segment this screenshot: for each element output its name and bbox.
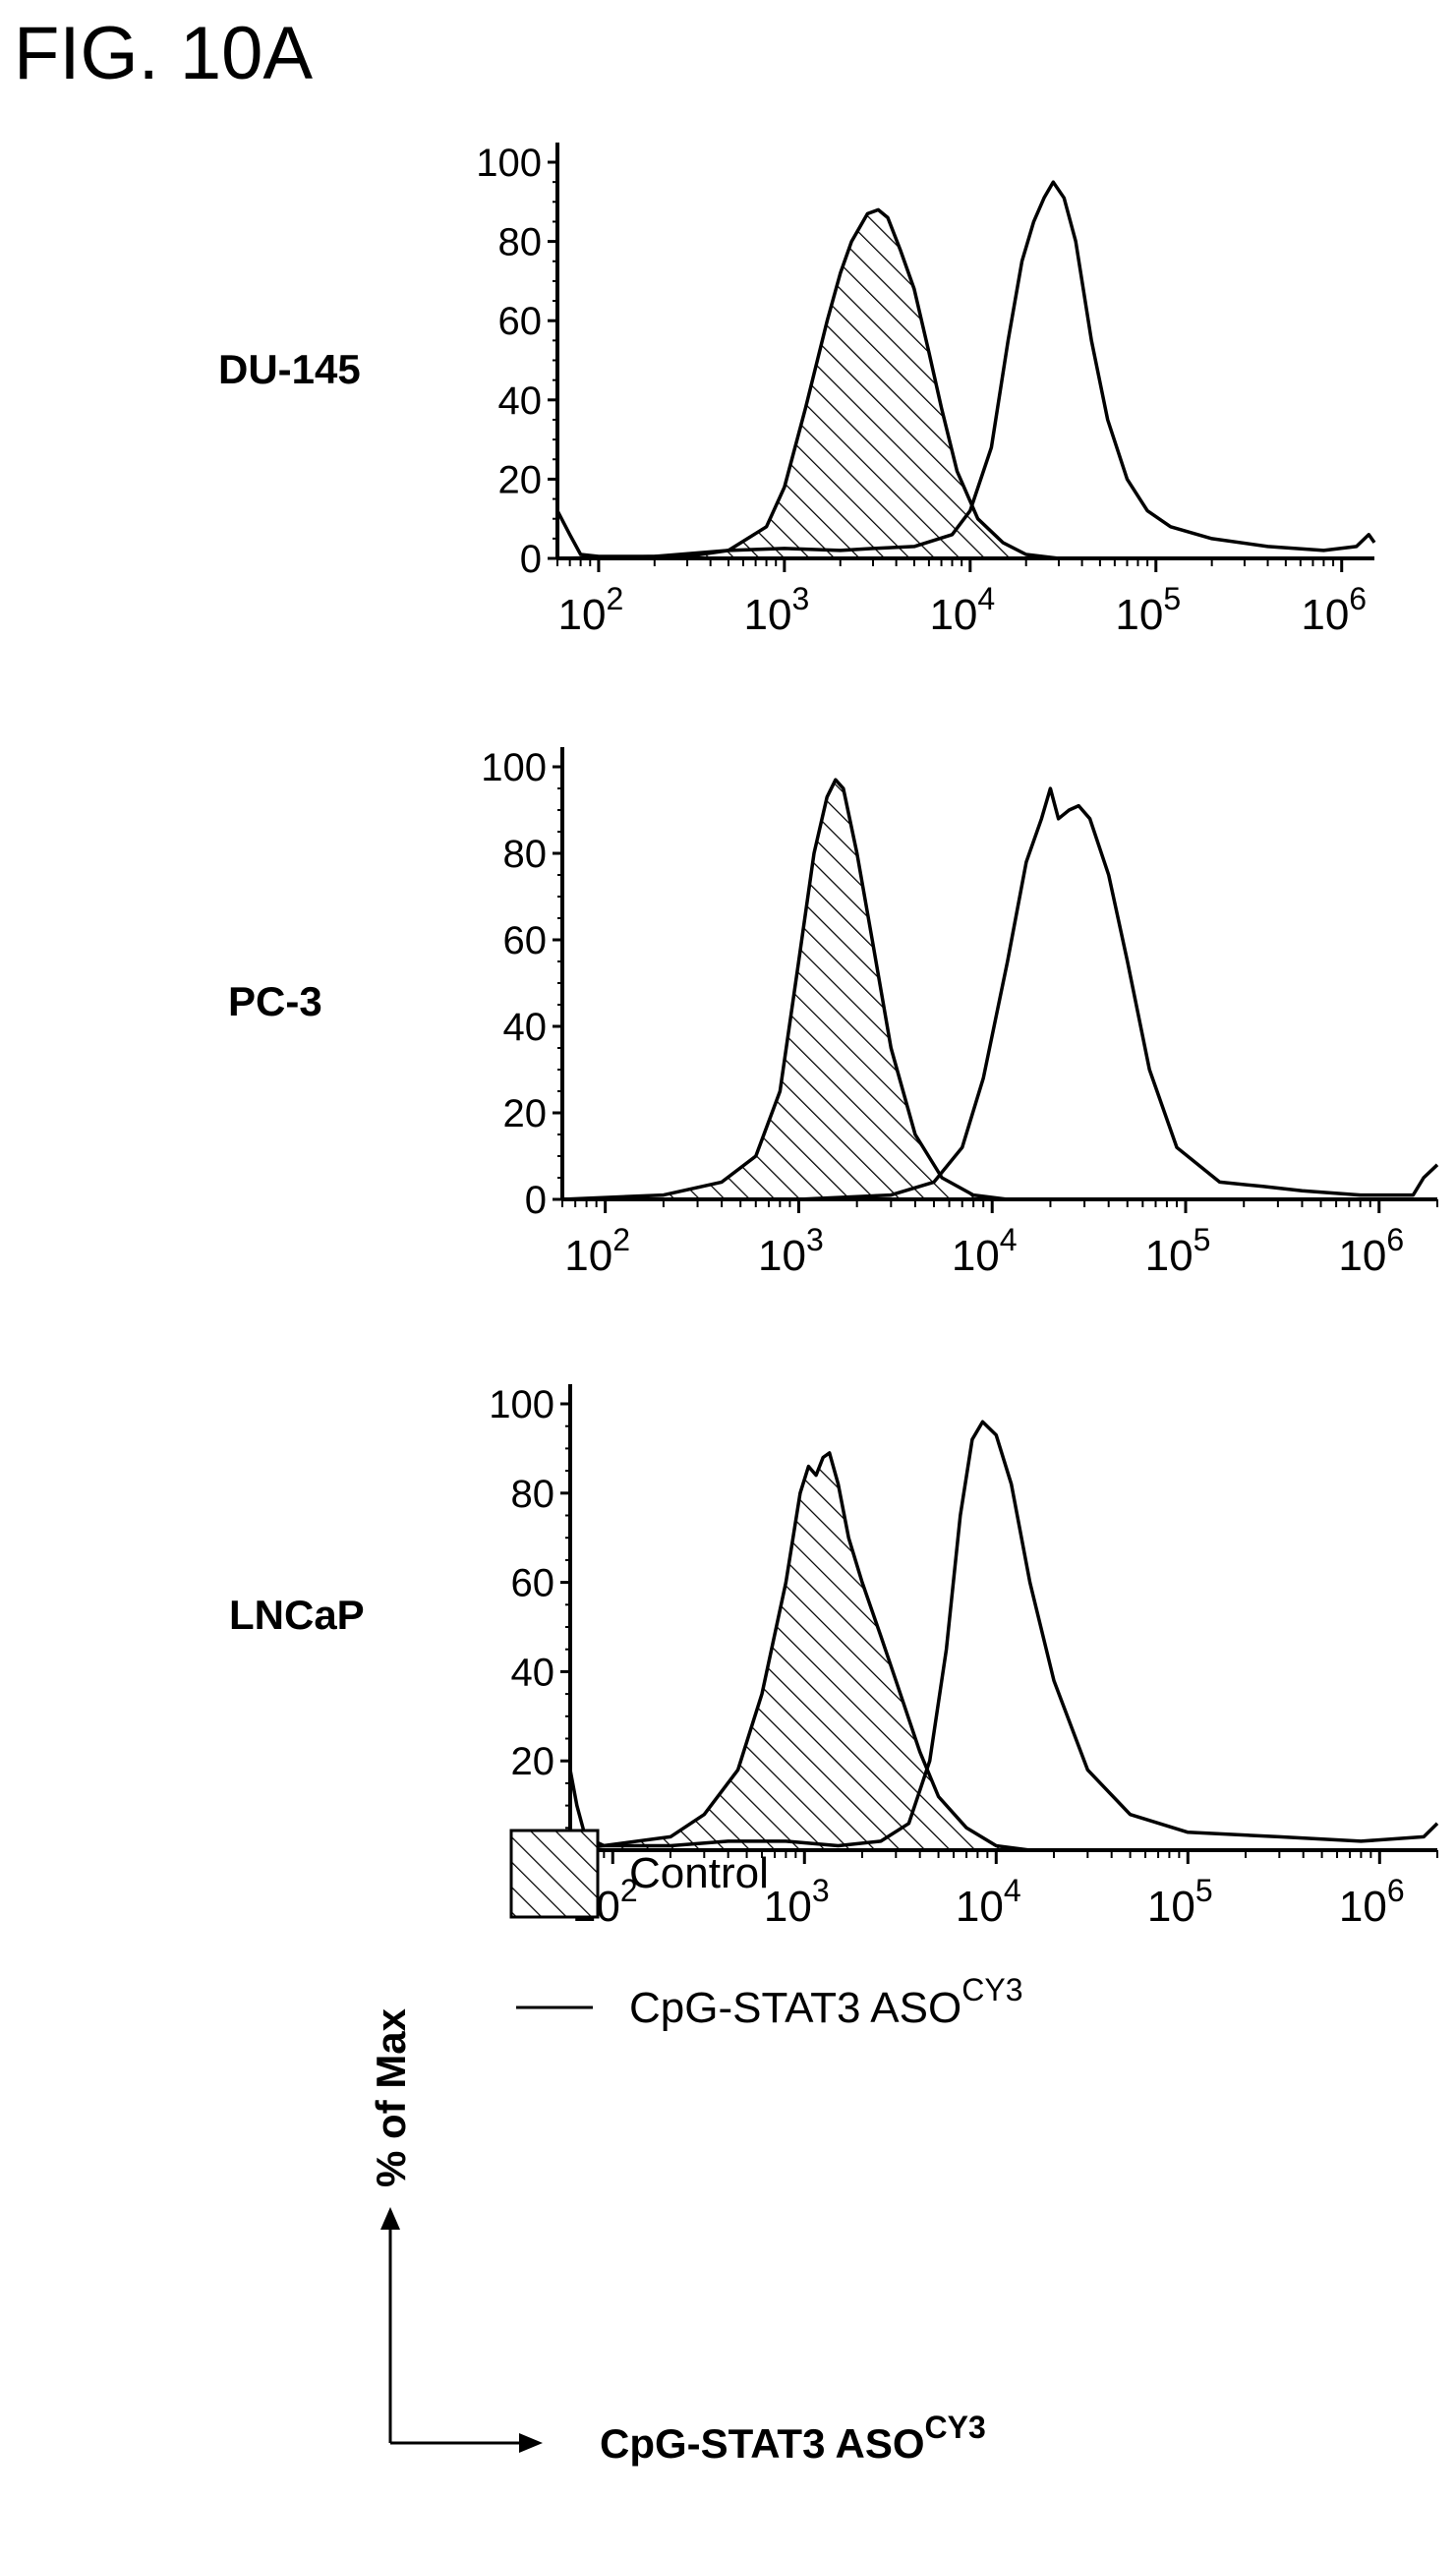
axis-key: % of Max CpG-STAT3 ASOCY3 [368, 2007, 986, 2467]
axis-key-x-caption-main: CpG-STAT3 ASO [600, 2420, 925, 2467]
x-tick-exp: 6 [1349, 581, 1367, 616]
x-tick-exp: 5 [1194, 1222, 1211, 1257]
series-treated-line [562, 786, 1439, 1201]
x-tick-exp: 2 [620, 1873, 638, 1908]
panel-label: DU-145 [218, 346, 361, 392]
x-tick-exp: 3 [812, 1873, 830, 1908]
figure-title: FIG. 10A [14, 12, 313, 95]
y-tick-label: 0 [520, 538, 542, 581]
series-treated-line [568, 1420, 1439, 1848]
x-tick-base: 10 [956, 1883, 1004, 1931]
x-tick-base: 10 [1145, 1232, 1194, 1280]
series-treated-line [555, 180, 1376, 558]
histogram-panel-3: LNCaP020406080100102103104105106 [229, 1383, 1439, 1931]
x-tick-exp: 3 [791, 581, 809, 616]
axis-key-x-arrowhead [519, 2433, 543, 2453]
x-tick-label: 104 [929, 581, 995, 639]
x-tick-base: 10 [1301, 591, 1349, 639]
x-tick-base: 10 [764, 1883, 812, 1931]
y-tick-label: 100 [489, 1383, 554, 1426]
x-tick-label: 102 [558, 581, 624, 639]
x-tick-exp: 6 [1387, 1873, 1405, 1908]
y-tick-label: 100 [481, 746, 547, 789]
y-tick-label: 0 [525, 1179, 547, 1222]
x-tick-label: 103 [764, 1873, 830, 1931]
y-tick-label: 60 [503, 919, 548, 962]
y-tick-label: 60 [511, 1562, 555, 1605]
legend-treated-label-main: CpG-STAT3 ASO [629, 1984, 961, 2032]
y-tick-label: 20 [503, 1092, 548, 1135]
panel-label: LNCaP [229, 1592, 365, 1638]
axis-key-y-arrowhead [380, 2207, 400, 2230]
x-tick-base: 10 [952, 1232, 1000, 1280]
legend-control-swatch [509, 1829, 600, 1919]
y-tick-label: 20 [498, 458, 543, 501]
x-tick-base: 10 [758, 1232, 806, 1280]
x-tick-label: 105 [1147, 1873, 1213, 1931]
y-tick-label: 80 [511, 1473, 555, 1516]
x-tick-label: 106 [1339, 1873, 1405, 1931]
x-tick-base: 10 [558, 591, 607, 639]
legend: Control CpG-STAT3 ASOCY3 [509, 1829, 1022, 2032]
x-tick-exp: 6 [1386, 1222, 1404, 1257]
y-tick-label: 40 [498, 379, 543, 423]
x-tick-base: 10 [1338, 1232, 1386, 1280]
x-tick-base: 10 [1339, 1883, 1387, 1931]
x-tick-base: 10 [1115, 591, 1163, 639]
x-tick-label: 105 [1115, 581, 1181, 639]
series-control-area [555, 207, 1061, 560]
x-tick-label: 104 [952, 1222, 1018, 1280]
x-tick-base: 10 [929, 591, 977, 639]
axis-key-y-caption: % of Max [368, 2007, 414, 2187]
x-tick-exp: 5 [1195, 1873, 1213, 1908]
series-control-area [568, 1451, 1032, 1852]
x-tick-base: 10 [564, 1232, 612, 1280]
y-tick-label: 40 [503, 1006, 548, 1049]
x-tick-exp: 2 [612, 1222, 630, 1257]
y-tick-label: 60 [498, 300, 543, 343]
x-tick-exp: 3 [806, 1222, 824, 1257]
y-tick-label: 100 [476, 142, 542, 185]
axis-key-x-caption-sup: CY3 [925, 2410, 986, 2445]
x-tick-exp: 4 [977, 581, 995, 616]
legend-control-label: Control [629, 1849, 769, 1897]
x-tick-label: 105 [1145, 1222, 1211, 1280]
legend-treated-label: CpG-STAT3 ASOCY3 [629, 1972, 1022, 2032]
x-tick-exp: 4 [1004, 1873, 1021, 1908]
x-tick-base: 10 [1147, 1883, 1195, 1931]
x-tick-exp: 5 [1163, 581, 1181, 616]
series-control-area [560, 778, 1010, 1201]
x-tick-label: 102 [564, 1222, 630, 1280]
x-tick-exp: 4 [1000, 1222, 1018, 1257]
y-tick-label: 40 [511, 1651, 555, 1694]
x-tick-label: 103 [743, 581, 809, 639]
x-tick-base: 10 [743, 591, 791, 639]
x-tick-label: 106 [1301, 581, 1367, 639]
y-tick-label: 20 [511, 1740, 555, 1783]
y-tick-label: 80 [498, 221, 543, 264]
axis-key-x-caption: CpG-STAT3 ASOCY3 [600, 2410, 986, 2467]
x-tick-label: 106 [1338, 1222, 1404, 1280]
x-tick-label: 104 [956, 1873, 1021, 1931]
x-tick-label: 103 [758, 1222, 824, 1280]
panel-label: PC-3 [228, 978, 322, 1024]
y-tick-label: 80 [503, 833, 548, 876]
legend-treated-label-sup: CY3 [961, 1972, 1022, 2007]
x-tick-exp: 2 [606, 581, 623, 616]
